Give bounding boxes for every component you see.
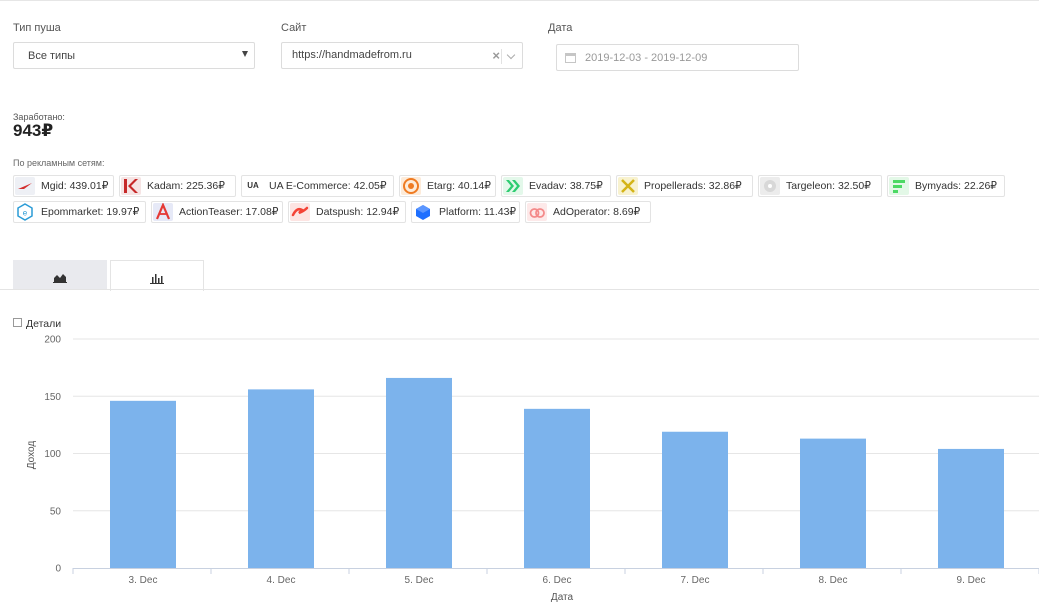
network-label: Mgid: 439.01₽ — [41, 180, 109, 192]
network-label: Datspush: 12.94₽ — [316, 206, 400, 218]
network-label: Kadam: 225.36₽ — [147, 180, 225, 192]
site-select[interactable]: https://handmadefrom.ru × — [281, 42, 523, 69]
network-label: Bymyads: 22.26₽ — [915, 180, 997, 192]
chevron-down-icon — [242, 51, 248, 57]
push-type-value: Все типы — [28, 50, 76, 62]
y-tick-label: 100 — [44, 449, 61, 460]
networks-label: По рекламным сетям: — [13, 158, 105, 168]
network-label: Platform: 11.43₽ — [439, 206, 517, 218]
network-badge-kadam: Kadam: 225.36₽ — [119, 175, 236, 197]
chart-bar — [938, 448, 1004, 568]
network-label: Evadav: 38.75₽ — [529, 180, 603, 192]
chart-bar — [386, 377, 452, 568]
network-badge-etarg: Etarg: 40.14₽ — [399, 175, 496, 197]
y-tick-label: 0 — [55, 564, 61, 575]
calendar-icon — [565, 53, 576, 63]
etarg-icon — [401, 177, 421, 195]
x-axis-title: Дата — [551, 592, 574, 603]
network-label: AdOperator: 8.69₽ — [553, 206, 641, 218]
chart-bar — [248, 389, 314, 568]
kadam-icon — [121, 177, 141, 195]
network-label: Targeleon: 32.50₽ — [786, 180, 871, 192]
actionteaser-icon — [153, 202, 173, 221]
network-badge-adoperator: AdOperator: 8.69₽ — [525, 201, 651, 223]
earned-value: 943₽ — [13, 121, 54, 140]
network-badge-mgid: Mgid: 439.01₽ — [13, 175, 114, 197]
y-tick-label: 50 — [50, 506, 62, 517]
network-badge-epommarket: e Epommarket: 19.97₽ — [13, 201, 146, 223]
x-tick-label: 4. Dec — [267, 575, 296, 586]
x-tick-label: 3. Dec — [129, 575, 158, 586]
top-border — [0, 0, 1039, 1]
platform-icon — [413, 203, 433, 221]
x-tick-label: 7. Dec — [681, 575, 710, 586]
network-label: Propellerads: 32.86₽ — [644, 180, 742, 192]
chevron-down-icon[interactable] — [506, 50, 516, 60]
ua-ecommerce-icon: UA — [243, 177, 263, 195]
details-checkbox[interactable] — [13, 318, 22, 327]
network-badge-actionteaser: ActionTeaser: 17.08₽ — [151, 201, 283, 223]
y-tick-label: 150 — [44, 392, 61, 403]
svg-text:e: e — [23, 209, 28, 218]
bar-chart-icon — [150, 271, 164, 289]
network-badge-propellerads: Propellerads: 32.86₽ — [616, 175, 753, 197]
x-tick-label: 9. Dec — [957, 575, 986, 586]
evadav-icon — [503, 177, 523, 195]
network-label: UA E-Commerce: 42.05₽ — [269, 180, 387, 192]
chart-bar — [524, 408, 590, 568]
x-tick-label: 6. Dec — [543, 575, 572, 586]
earned-label: Заработано: — [13, 112, 65, 122]
network-badge-datspush: Datspush: 12.94₽ — [288, 201, 406, 223]
tab-bar-border — [0, 289, 1039, 290]
tab-bar-chart[interactable] — [110, 260, 204, 291]
network-label: Etarg: 40.14₽ — [427, 180, 491, 192]
network-badge-bymyads: Bymyads: 22.26₽ — [887, 175, 1005, 197]
y-tick-label: 200 — [44, 335, 61, 346]
x-tick-label: 5. Dec — [405, 575, 434, 586]
network-badge-platform: Platform: 11.43₽ — [411, 201, 520, 223]
network-label: ActionTeaser: 17.08₽ — [179, 206, 279, 218]
epommarket-icon: e — [15, 203, 35, 221]
chart-bar — [662, 431, 728, 568]
date-range-input[interactable]: 2019-12-03 - 2019-12-09 — [556, 44, 799, 71]
adoperator-icon — [527, 203, 547, 221]
chart-bar — [800, 438, 866, 568]
targeleon-icon — [760, 177, 780, 195]
tab-area-chart[interactable] — [13, 260, 107, 290]
details-label: Детали — [26, 318, 62, 330]
push-type-label: Тип пуша — [13, 22, 61, 34]
propellerads-icon — [618, 177, 638, 195]
date-range-value: 2019-12-03 - 2019-12-09 — [585, 52, 708, 64]
network-badge-ua-ecommerce: UA UA E-Commerce: 42.05₽ — [241, 175, 394, 197]
site-value: https://handmadefrom.ru — [292, 49, 412, 61]
chart-bar — [110, 400, 176, 568]
push-type-select[interactable]: Все типы — [13, 42, 255, 69]
x-tick-label: 8. Dec — [819, 575, 848, 586]
clear-icon[interactable]: × — [492, 48, 500, 63]
y-axis-title: Доход — [26, 441, 37, 470]
network-badge-evadav: Evadav: 38.75₽ — [501, 175, 611, 197]
datspush-icon — [290, 203, 310, 221]
network-label: Epommarket: 19.97₽ — [41, 206, 140, 218]
mgid-icon — [15, 177, 35, 195]
bymyads-icon — [889, 177, 909, 195]
network-badge-targeleon: Targeleon: 32.50₽ — [758, 175, 882, 197]
site-label: Сайт — [281, 22, 307, 34]
date-label: Дата — [548, 22, 573, 34]
area-chart-icon — [53, 270, 67, 288]
select-separator — [501, 49, 502, 64]
